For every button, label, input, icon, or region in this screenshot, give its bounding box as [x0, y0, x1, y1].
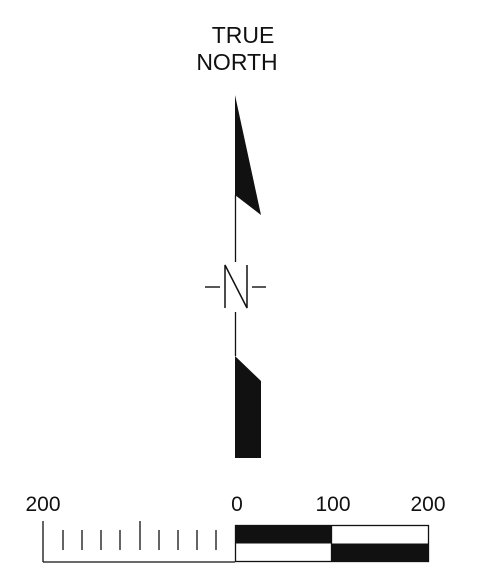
north-symbol-icon	[205, 264, 266, 309]
scale-block-100-200-bottom	[331, 543, 429, 562]
scale-bar	[42, 521, 430, 563]
north-arrow-lower-pennant	[235, 356, 261, 458]
north-label-line-1: TRUE	[212, 22, 275, 48]
scale-block-0-100-top	[235, 525, 332, 544]
scale-label-zero: 0	[231, 493, 243, 516]
north-symbol-letter	[224, 264, 248, 309]
north-label-line-2: NORTH	[196, 49, 277, 75]
scale-minor-ticks	[62, 521, 217, 550]
scale-label-left: 200	[25, 493, 60, 516]
scale-label-mid: 100	[315, 493, 350, 516]
north-arrow-upper-pennant	[235, 95, 261, 215]
scale-label-right: 200	[410, 493, 445, 516]
north-arrow	[234, 95, 261, 458]
